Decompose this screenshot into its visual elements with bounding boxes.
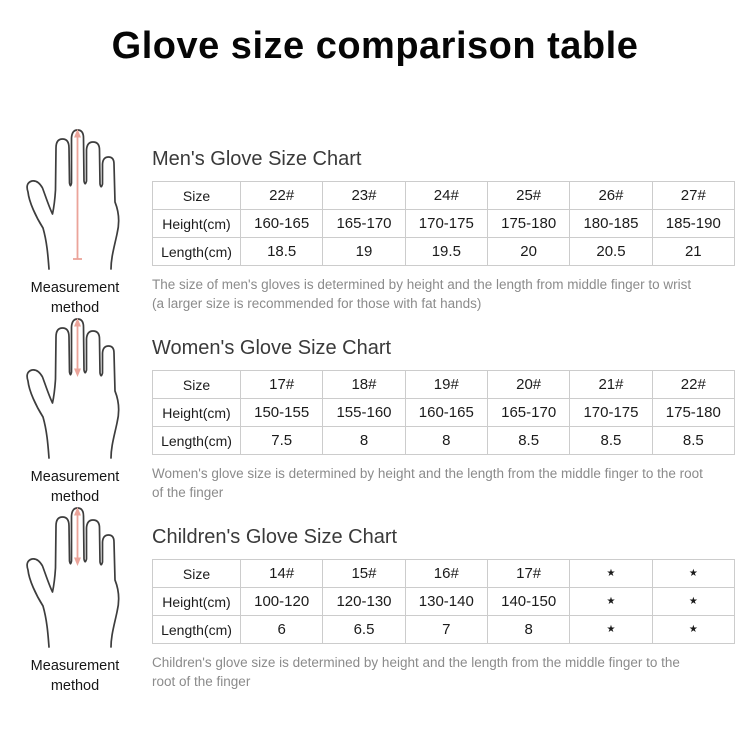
table-cell: 20.5 [569,237,653,266]
table-row: Height(cm) 150-155 155-160 160-165 165-170 17… [152,398,736,427]
row-header: Length(cm) [152,615,241,644]
table-cell: 165-170 [486,398,571,427]
table-cell: 16# [404,559,488,588]
row-header: Size [152,370,241,399]
table-cell: 21# [569,370,653,399]
table-cell: 20# [486,370,571,399]
table-cell: 8.5 [486,426,571,455]
star-cell: ★ [651,587,736,616]
table-cell: 23# [322,181,406,210]
table-cell: 7 [404,615,488,644]
row-header: Length(cm) [152,426,241,455]
mens-chart-heading: Men's Glove Size Chart [152,148,362,170]
star-cell: ★ [569,587,653,616]
table-cell: 26# [569,181,653,210]
row-header: Length(cm) [152,237,241,266]
childrens-size-table: Size 14# 15# 16# 17# ★ ★ Height(cm) 100-120 120-1… [152,559,736,644]
hand-measurement-fingertip-to-root-icon [23,317,127,463]
table-cell: 160-165 [239,209,324,238]
womens-chart-heading: Women's Glove Size Chart [152,337,392,359]
table-cell: 170-175 [569,398,653,427]
row-header: Height(cm) [152,587,241,616]
table-cell: 130-140 [404,587,488,616]
childrens-section: Measurement method Children's Glove Size… [0,506,750,695]
row-header: Size [152,181,241,210]
mens-chart-column: Men's Glove Size Chart Size 22# 23# 24# 25# 2… [152,128,736,317]
table-cell: 160-165 [404,398,488,427]
table-cell: 6 [239,615,324,644]
table-cell: 165-170 [322,209,406,238]
mens-measurement-column: Measurement method [16,128,134,317]
table-cell: 19 [322,237,406,266]
table-row: Length(cm) 7.5 8 8 8.5 8.5 8.5 [152,426,736,455]
measurement-method-label: Measurement method [30,469,120,505]
table-cell: 7.5 [239,426,324,455]
row-header: Size [152,559,241,588]
table-cell: 18# [322,370,406,399]
table-cell: 21 [651,237,736,266]
mens-section: Measurement method Men's Glove Size Char… [0,128,750,317]
table-cell: 25# [486,181,571,210]
table-cell: 18.5 [239,237,324,266]
table-row: Size 22# 23# 24# 25# 26# 27# [152,181,736,210]
table-cell: 22# [651,370,736,399]
table-cell: 8 [322,426,406,455]
table-cell: 19.5 [404,237,488,266]
table-cell: 100-120 [239,587,324,616]
mens-chart-description: The size of men's gloves is determined b… [152,277,692,311]
row-header: Height(cm) [152,398,241,427]
table-row: Height(cm) 100-120 120-130 130-140 140-150 ★ ★ [152,587,736,616]
star-cell: ★ [569,559,653,588]
childrens-chart-description: Children's glove size is determined by h… [152,655,680,689]
womens-chart-description: Women's glove size is determined by heig… [152,466,703,500]
table-row: Length(cm) 18.5 19 19.5 20 20.5 21 [152,237,736,266]
table-cell: 140-150 [486,587,571,616]
womens-size-table: Size 17# 18# 19# 20# 21# 22# Height(cm) 150-155 1… [152,370,736,455]
table-cell: 22# [239,181,324,210]
table-row: Size 14# 15# 16# 17# ★ ★ [152,559,736,588]
measurement-method-label: Measurement method [30,658,120,694]
mens-size-table: Size 22# 23# 24# 25# 26# 27# Height(cm) 160-165 1… [152,181,736,266]
row-header: Height(cm) [152,209,241,238]
childrens-chart-heading: Children's Glove Size Chart [152,526,398,548]
table-cell: 24# [404,181,488,210]
star-cell: ★ [651,559,736,588]
star-cell: ★ [651,615,736,644]
table-cell: 17# [239,370,324,399]
table-cell: 14# [239,559,324,588]
table-row: Size 17# 18# 19# 20# 21# 22# [152,370,736,399]
table-cell: 175-180 [651,398,736,427]
table-cell: 8 [486,615,571,644]
sections-container: Measurement method Men's Glove Size Char… [0,128,750,695]
childrens-measurement-column: Measurement method [16,506,134,695]
table-row: Length(cm) 6 6.5 7 8 ★ ★ [152,615,736,644]
table-cell: 155-160 [322,398,406,427]
table-cell: 175-180 [486,209,571,238]
womens-measurement-column: Measurement method [16,317,134,506]
page-title: Glove size comparison table [111,25,639,67]
childrens-chart-column: Children's Glove Size Chart Size 14# 15# 16… [152,506,736,695]
table-cell: 8.5 [569,426,653,455]
womens-chart-column: Women's Glove Size Chart Size 17# 18# 19# 20… [152,317,736,506]
table-cell: 170-175 [404,209,488,238]
table-cell: 150-155 [239,398,324,427]
table-cell: 120-130 [322,587,406,616]
measurement-method-label: Measurement method [30,280,120,316]
hand-measurement-fingertip-to-root-icon [23,506,127,652]
table-cell: 8.5 [651,426,736,455]
table-cell: 185-190 [651,209,736,238]
table-cell: 15# [322,559,406,588]
table-cell: 6.5 [322,615,406,644]
table-cell: 27# [651,181,736,210]
womens-section: Measurement method Women's Glove Size Ch… [0,317,750,506]
table-cell: 8 [404,426,488,455]
table-cell: 19# [404,370,488,399]
table-row: Height(cm) 160-165 165-170 170-175 175-180 18… [152,209,736,238]
table-cell: 20 [486,237,571,266]
hand-measurement-fingertip-to-wrist-icon [23,128,127,274]
table-cell: 17# [486,559,571,588]
star-cell: ★ [569,615,653,644]
table-cell: 180-185 [569,209,653,238]
